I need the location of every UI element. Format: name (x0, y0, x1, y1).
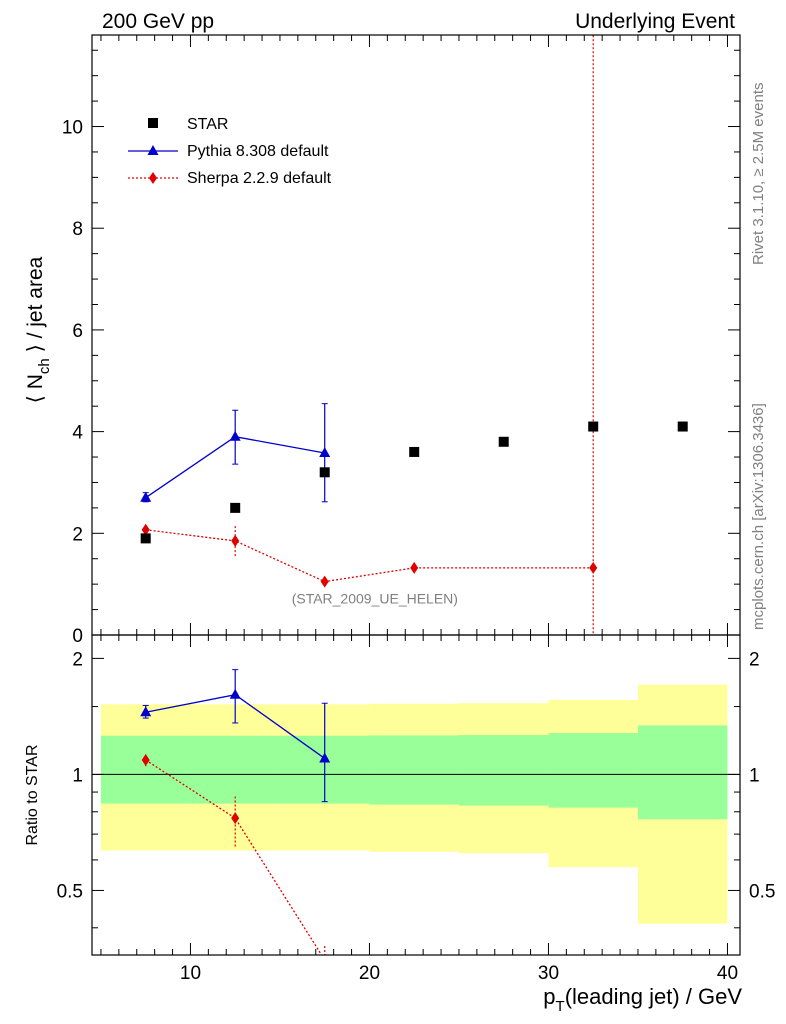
ratio-sherpa-point (324, 953, 326, 955)
ratio-x-tick-label: 10 (180, 963, 201, 984)
main-y-tick-label: 2 (72, 524, 83, 545)
mcplots-label: mcplots.cern.ch [arXiv:1306.3436] (750, 403, 767, 630)
legend-star-label: STAR (187, 116, 228, 133)
main-data-area (140, 35, 688, 635)
star-point (319, 467, 330, 478)
ratio-frame (91, 634, 741, 956)
analysis-annotation: (STAR_2009_UE_HELEN) (292, 590, 458, 606)
star-point (588, 421, 599, 432)
main-y-tick-label: 0 (72, 626, 83, 647)
pythia-point (319, 446, 331, 457)
rivet-label: Rivet 3.1.10, ≥ 2.5M events (750, 83, 767, 266)
header-right: Underlying Event (575, 10, 735, 33)
pythia-point (229, 430, 241, 441)
ratio-x-tick-label: 30 (538, 963, 559, 984)
legend-sherpa-label: Sherpa 2.2.9 default (187, 170, 332, 187)
x-axis-label: pT(leading jet) / GeV (543, 984, 742, 1015)
main-y-tick-label: 8 (72, 219, 83, 240)
ratio-y-tick-label: 2 (72, 649, 83, 670)
ratio-data-area (92, 669, 740, 955)
ratio-panel: 0.5 0.5 1 1 2 2 10 20 30 40 (57, 634, 775, 984)
ratio-pythia-point (229, 688, 241, 699)
sherpa-point (410, 561, 419, 574)
legend-pythia-label: Pythia 8.308 default (187, 143, 329, 160)
ratio-y-tick-label: 0.5 (57, 881, 83, 902)
svg-text:⟨ Nch ⟩ / jet area: ⟨ Nch ⟩ / jet area (24, 256, 53, 403)
header-left: 200 GeV pp (102, 10, 214, 33)
ratio-y-tick-label-right: 1 (749, 765, 760, 786)
uncertainty-band-inner (190, 735, 280, 804)
ratio-y-tick-label-right: 0.5 (749, 881, 775, 902)
star-point (677, 421, 688, 432)
star-point (230, 502, 241, 513)
ratio-x-tick-label: 40 (717, 963, 738, 984)
sherpa-point (320, 575, 329, 588)
ratio-sherpa-point (231, 812, 240, 825)
uncertainty-band-inner (100, 735, 191, 804)
uncertainty-band-inner (369, 735, 459, 805)
ratio-x-tick-label: 20 (359, 963, 380, 984)
legend-star-marker (148, 118, 158, 128)
legend-sherpa-marker (149, 172, 157, 184)
ratio-sherpa-point (141, 753, 150, 766)
sherpa-point (231, 534, 240, 547)
ratio-y-tick-label-right: 2 (749, 649, 760, 670)
main-y-tick-label: 4 (72, 423, 83, 444)
uncertainty-band-inner (548, 733, 638, 808)
star-point (409, 446, 420, 457)
pythia-point (140, 491, 152, 502)
ratio-y-tick-label: 1 (72, 765, 83, 786)
star-point (498, 436, 509, 447)
ratio-pythia-point (319, 752, 331, 763)
legend: STAR Pythia 8.308 default Sherpa 2.2.9 def… (128, 116, 332, 187)
ratio-ylabel: Ratio to STAR (24, 744, 41, 845)
sherpa-line (145, 529, 594, 583)
star-point (140, 533, 151, 544)
sherpa-point (589, 561, 598, 574)
main-y-tick-label: 10 (62, 118, 83, 139)
main-panel: 0 2 4 6 8 10 (STAR_2009_UE_HELEN) STAR Pythia 8.… (62, 34, 741, 647)
ratio-pythia-point (140, 706, 152, 717)
sherpa-point (141, 523, 150, 536)
main-ylabel: ⟨ Nch ⟩ / jet area (24, 256, 53, 403)
legend-pythia-marker (147, 145, 159, 155)
main-y-tick-label: 6 (72, 321, 83, 342)
uncertainty-band-inner (637, 725, 728, 820)
uncertainty-band-inner (458, 735, 549, 806)
